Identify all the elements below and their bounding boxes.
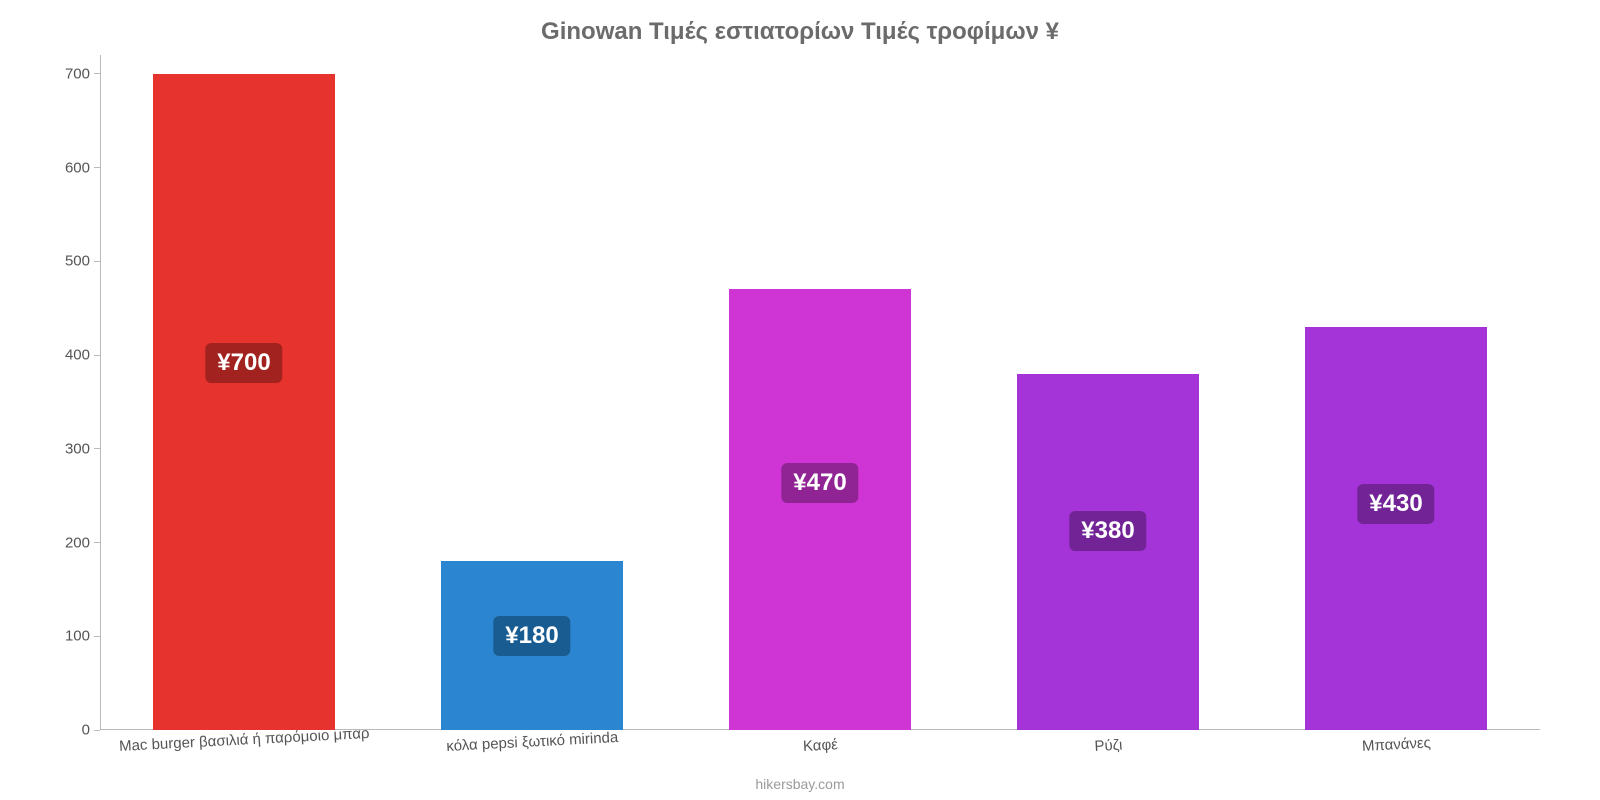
- ytick-label: 700: [40, 65, 90, 82]
- x-category-label: κόλα pepsi ξωτικό mirinda: [446, 729, 619, 755]
- ytick-label: 600: [40, 159, 90, 176]
- ytick-label: 100: [40, 628, 90, 645]
- x-category-label: Καφέ: [803, 736, 839, 755]
- value-badge: ¥700: [205, 343, 282, 383]
- ytick-mark: [94, 448, 100, 449]
- bar: [153, 74, 334, 730]
- value-badge: ¥380: [1069, 511, 1146, 551]
- ytick-label: 400: [40, 347, 90, 364]
- ytick-mark: [94, 73, 100, 74]
- x-category-label: Μπανάνες: [1362, 734, 1432, 755]
- ytick-mark: [94, 261, 100, 262]
- ytick-mark: [94, 636, 100, 637]
- ytick-mark: [94, 542, 100, 543]
- bar: [1017, 374, 1198, 730]
- ytick-label: 0: [40, 722, 90, 739]
- ytick-mark: [94, 355, 100, 356]
- ytick-label: 200: [40, 534, 90, 551]
- value-badge: ¥180: [493, 616, 570, 656]
- x-category-label: Ρύζι: [1094, 737, 1123, 755]
- plot-area: ¥700 ¥180 ¥470 ¥380 ¥430: [100, 55, 1540, 730]
- price-bar-chart: Ginowan Τιμές εστιατορίων Τιμές τροφίμων…: [0, 0, 1600, 800]
- bar: [1305, 327, 1486, 730]
- ytick-label: 500: [40, 253, 90, 270]
- chart-title: Ginowan Τιμές εστιατορίων Τιμές τροφίμων…: [0, 18, 1600, 46]
- y-axis-line: [100, 55, 101, 730]
- chart-footer: hikersbay.com: [0, 776, 1600, 792]
- value-badge: ¥430: [1357, 484, 1434, 524]
- ytick-mark: [94, 167, 100, 168]
- ytick-label: 300: [40, 440, 90, 457]
- ytick-mark: [94, 730, 100, 731]
- bar: [729, 289, 910, 730]
- value-badge: ¥470: [781, 463, 858, 503]
